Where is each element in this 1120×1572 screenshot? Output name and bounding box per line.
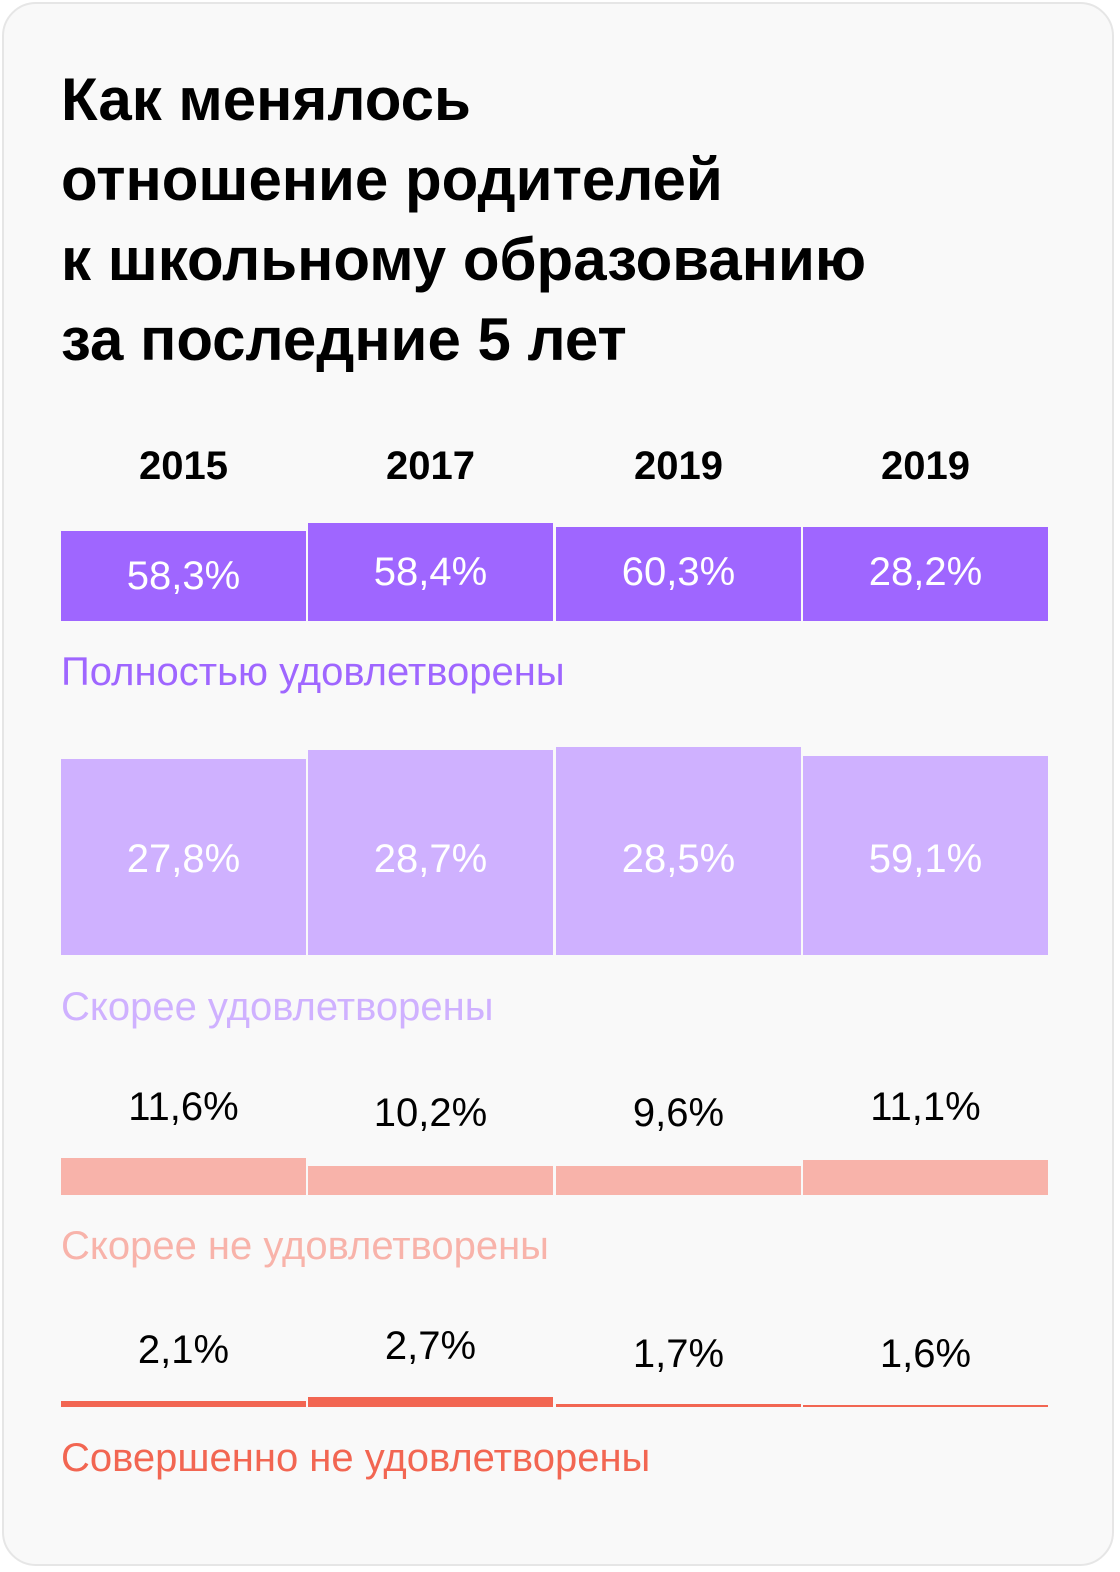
data-label: 2,1% — [137, 1328, 230, 1372]
title-line: за последние 5 лет — [61, 306, 627, 373]
series-label: Скорее не удовлетворены — [61, 1224, 549, 1268]
bar-0-3 — [803, 527, 1048, 621]
bar-1-2 — [556, 747, 801, 955]
data-label: 28,2% — [868, 550, 983, 594]
data-label: 1,7% — [632, 1332, 725, 1376]
bar-3-3 — [803, 1405, 1048, 1407]
year-label: 2017 — [386, 444, 475, 488]
data-label: 60,3% — [621, 550, 736, 594]
title-line: к школьному образованию — [61, 226, 867, 293]
series-label: Скорее удовлетворены — [61, 985, 494, 1029]
data-label: 59,1% — [868, 837, 983, 881]
series-label: Полностью удовлетворены — [61, 650, 565, 694]
bar-1-1 — [308, 750, 553, 955]
data-label: 2,7% — [384, 1324, 477, 1368]
data-label: 1,6% — [879, 1332, 972, 1376]
data-label: 11,6% — [128, 1085, 239, 1129]
bar-0-1 — [308, 523, 553, 621]
chart-title: Как менялось отношение родителей к школьно… — [61, 60, 1061, 380]
bar-3-1 — [308, 1397, 553, 1407]
year-label: 2015 — [139, 444, 228, 488]
year-label: 2019 — [881, 444, 970, 488]
data-label: 28,5% — [621, 837, 736, 881]
bar-2-0 — [61, 1158, 306, 1195]
bar-0-0 — [61, 531, 306, 621]
year-label: 2019 — [634, 444, 723, 488]
bar-1-3 — [803, 756, 1048, 955]
data-label: 9,6% — [632, 1091, 725, 1135]
data-label: 28,7% — [373, 837, 488, 881]
bar-0-2 — [556, 527, 801, 621]
bar-1-0 — [61, 759, 306, 955]
data-label: 10,2% — [373, 1091, 488, 1135]
data-label: 27,8% — [126, 837, 241, 881]
bar-2-1 — [308, 1166, 553, 1195]
data-label: 11,1% — [870, 1085, 981, 1129]
data-label: 58,3% — [126, 554, 241, 598]
bar-3-0 — [61, 1401, 306, 1407]
bar-3-2 — [556, 1404, 801, 1407]
bar-2-2 — [556, 1166, 801, 1195]
title-line: отношение родителей — [61, 146, 723, 213]
series-label: Совершенно не удовлетворены — [61, 1436, 651, 1480]
bar-2-3 — [803, 1160, 1048, 1195]
title-line: Как менялось — [61, 66, 471, 133]
data-label: 58,4% — [373, 550, 488, 594]
